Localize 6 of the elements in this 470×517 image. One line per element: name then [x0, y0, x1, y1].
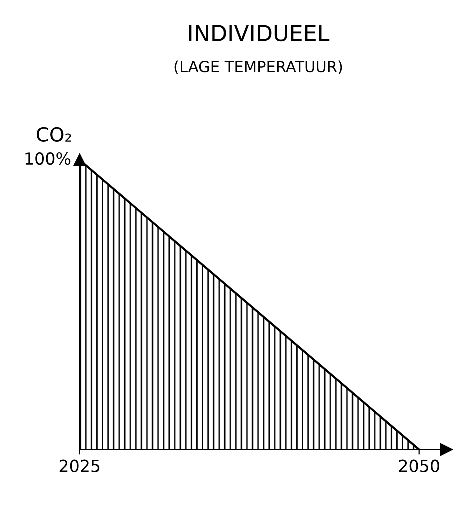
- x-tick-label: 2050: [399, 460, 440, 472]
- chart-subtitle: (LAGE TEMPERATUUR): [174, 60, 342, 74]
- chart-title: INDIVIDUEEL: [189, 25, 330, 42]
- y-axis-title: CO₂: [36, 127, 72, 142]
- x-tick-label: 2025: [60, 460, 100, 472]
- annotation: 100%: [26, 152, 71, 166]
